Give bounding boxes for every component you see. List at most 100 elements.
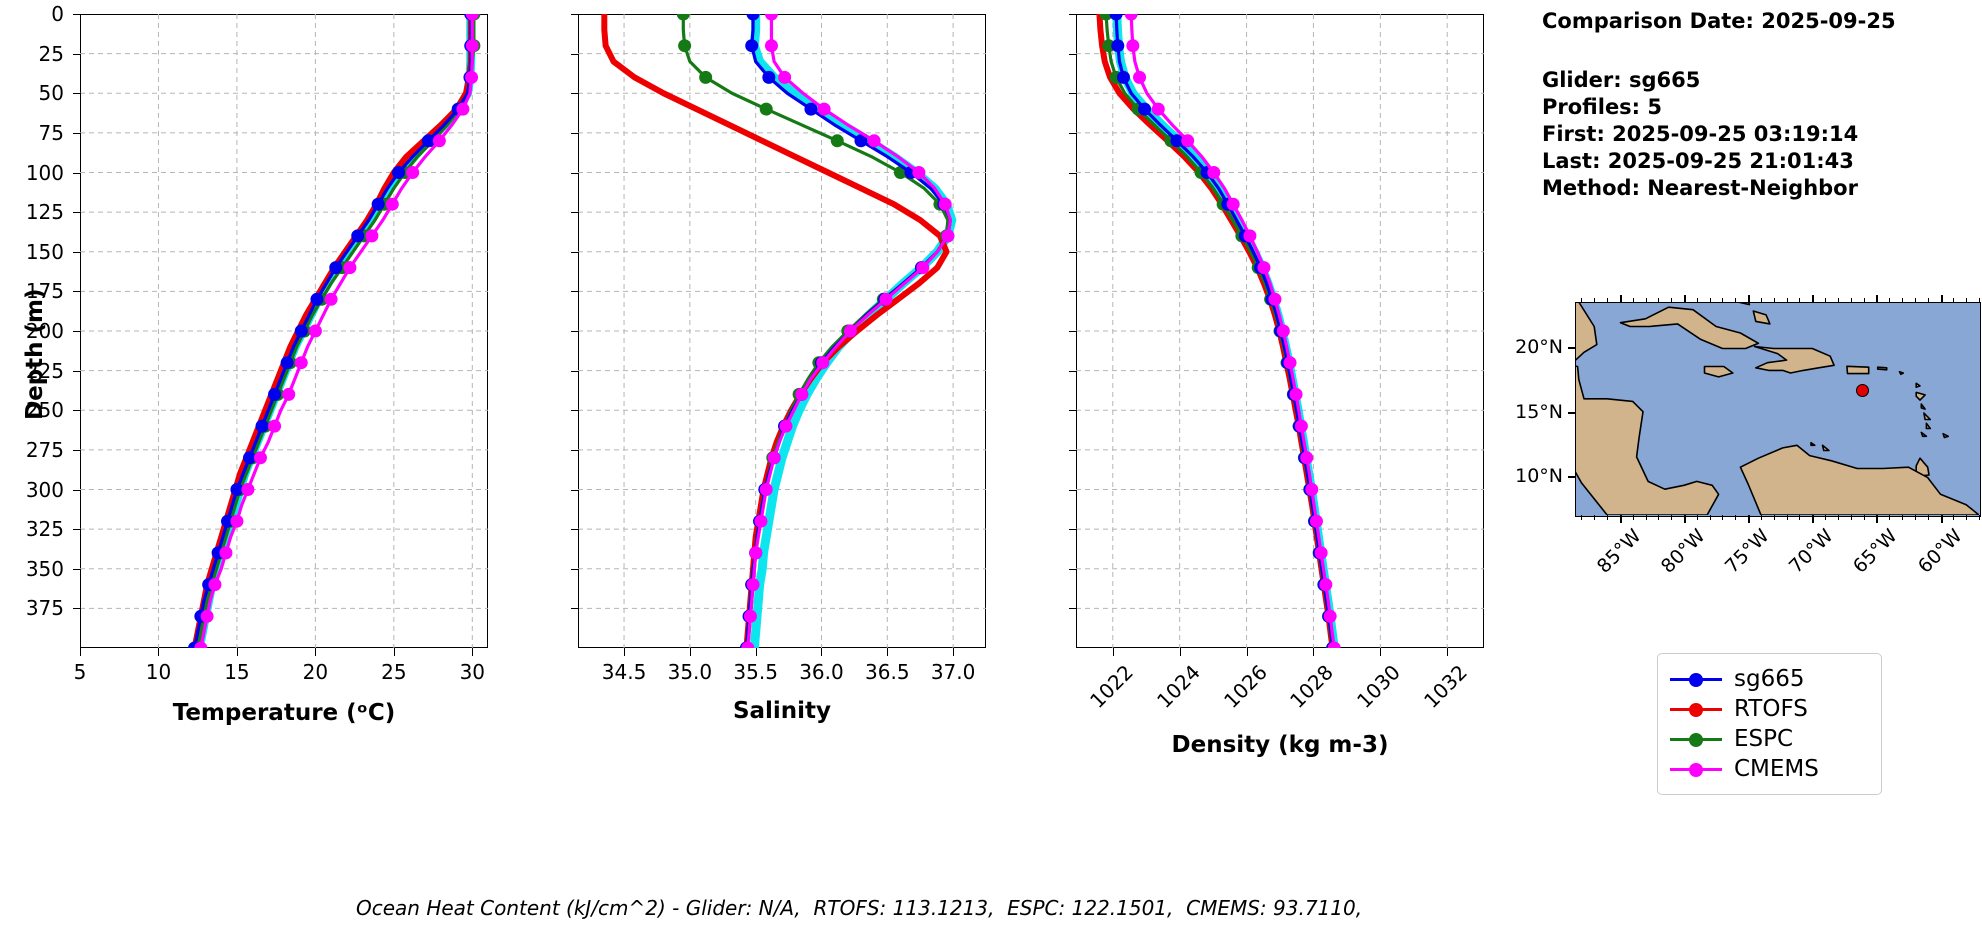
y-axis-tick	[1069, 291, 1077, 293]
legend-item-sg665[interactable]: sg665	[1670, 664, 1865, 694]
x-axis-tick-label: 36.0	[799, 660, 844, 684]
y-axis-tick	[571, 449, 579, 451]
y-axis-tick	[1069, 568, 1077, 570]
y-axis-tick-label: 25	[38, 41, 64, 66]
x-axis-tick	[821, 648, 823, 656]
map-minor-tick	[1799, 298, 1801, 303]
y-axis-tick	[73, 331, 81, 332]
y-axis-tick	[73, 212, 81, 214]
y-axis-tick	[73, 14, 81, 15]
map-minor-tick	[1863, 515, 1865, 520]
map-minor-tick	[1876, 515, 1878, 520]
map-minor-tick	[1671, 515, 1673, 520]
legend-line-marker-icon	[1670, 669, 1722, 689]
x-axis-tick-label: 1026	[1218, 660, 1272, 713]
map-coastline-canvas	[1576, 303, 1979, 515]
map-minor-tick	[1619, 515, 1621, 520]
map-minor-tick	[1940, 515, 1942, 520]
y-axis-tick	[1069, 370, 1077, 372]
x-axis-tick-label: 10	[145, 660, 172, 684]
map-minor-tick	[1658, 298, 1660, 303]
map-minor-tick	[1696, 515, 1698, 520]
first-profile-time-text: First: 2025-09-25 03:19:14	[1542, 122, 1859, 146]
map-lon-tick	[1684, 295, 1687, 303]
y-axis-tick	[73, 410, 81, 412]
map-minor-tick	[1722, 298, 1724, 303]
map-minor-tick	[1760, 298, 1762, 303]
x-axis-tick-label: 37.0	[930, 660, 976, 684]
x-axis-tick	[1246, 648, 1248, 656]
salinity-plot-canvas	[578, 14, 986, 648]
density-axis-title: Density (kg m-3)	[1171, 732, 1389, 758]
y-axis-tick	[73, 608, 81, 610]
y-axis-tick-label: 325	[25, 517, 64, 542]
y-axis-tick	[1069, 608, 1077, 610]
x-axis-tick	[887, 648, 889, 656]
map-minor-tick	[1786, 298, 1788, 303]
y-axis-tick	[1069, 449, 1077, 451]
map-minor-tick	[1760, 515, 1762, 520]
x-axis-tick-label: 1028	[1285, 660, 1339, 713]
y-axis-tick	[571, 410, 579, 412]
y-axis-tick	[73, 172, 81, 174]
legend-item-espc[interactable]: ESPC	[1670, 724, 1865, 754]
y-axis-tick	[571, 14, 579, 15]
x-axis-tick	[953, 648, 955, 656]
y-axis-tick	[1069, 212, 1077, 214]
y-axis-tick-label: 225	[25, 358, 64, 383]
x-axis-tick	[158, 648, 160, 656]
x-axis-tick-label: 25	[381, 660, 407, 684]
map-lon-tick	[1684, 515, 1687, 523]
legend-line-marker-icon	[1670, 759, 1722, 779]
map-minor-tick	[1581, 298, 1583, 303]
y-axis-tick	[1069, 172, 1077, 174]
profiles-count-text: Profiles: 5	[1542, 95, 1663, 119]
map-minor-tick	[1709, 298, 1711, 303]
y-axis-tick	[73, 251, 81, 253]
series-legend: sg665 RTOFS ESPC CMEMS	[1657, 653, 1882, 795]
y-axis-tick-label: 350	[25, 556, 64, 581]
map-lon-tick	[1876, 515, 1879, 523]
map-lon-tick	[1619, 515, 1622, 523]
legend-item-label: sg665	[1734, 665, 1805, 692]
x-axis-tick	[1112, 648, 1114, 656]
map-lon-tick	[1748, 295, 1751, 303]
y-axis-tick-label: 175	[25, 279, 64, 304]
y-axis-tick	[1069, 251, 1077, 253]
map-minor-tick	[1773, 515, 1775, 520]
comparison-date-text: Comparison Date: 2025-09-25	[1542, 9, 1896, 33]
x-axis-tick-label: 36.5	[865, 660, 910, 684]
x-axis-tick-label: 1022	[1084, 660, 1138, 713]
salinity-axis-title: Salinity	[732, 698, 832, 724]
legend-item-rtofs[interactable]: RTOFS	[1670, 694, 1865, 724]
x-axis-tick	[755, 648, 757, 656]
map-minor-tick	[1940, 298, 1942, 303]
y-axis-tick	[571, 251, 579, 253]
map-minor-tick	[1607, 298, 1609, 303]
legend-item-cmems[interactable]: CMEMS	[1670, 754, 1865, 784]
y-axis-tick	[571, 93, 579, 95]
legend-item-label: CMEMS	[1734, 755, 1819, 782]
x-axis-tick-label: 35.5	[733, 660, 778, 684]
method-text: Method: Nearest-Neighbor	[1542, 176, 1858, 200]
y-axis-tick-label: 50	[38, 81, 64, 106]
map-lat-tick	[1568, 411, 1576, 414]
y-axis-tick	[571, 608, 579, 610]
map-minor-tick	[1773, 298, 1775, 303]
y-axis-tick	[73, 568, 81, 570]
x-axis-tick	[472, 648, 474, 656]
map-lon-tick	[1619, 295, 1622, 303]
y-axis-tick	[571, 489, 579, 491]
last-profile-time-text: Last: 2025-09-25 21:01:43	[1542, 149, 1854, 173]
y-axis-tick	[1069, 132, 1077, 134]
map-minor-tick	[1671, 298, 1673, 303]
y-axis-tick-label: 275	[25, 437, 64, 462]
map-minor-tick	[1735, 298, 1737, 303]
map-minor-tick	[1709, 515, 1711, 520]
x-axis-tick	[315, 648, 317, 656]
location-map[interactable]	[1575, 302, 1981, 517]
temperature-panel	[80, 14, 488, 648]
map-minor-tick	[1850, 515, 1852, 520]
map-minor-tick	[1607, 515, 1609, 520]
y-axis-tick	[571, 529, 579, 531]
